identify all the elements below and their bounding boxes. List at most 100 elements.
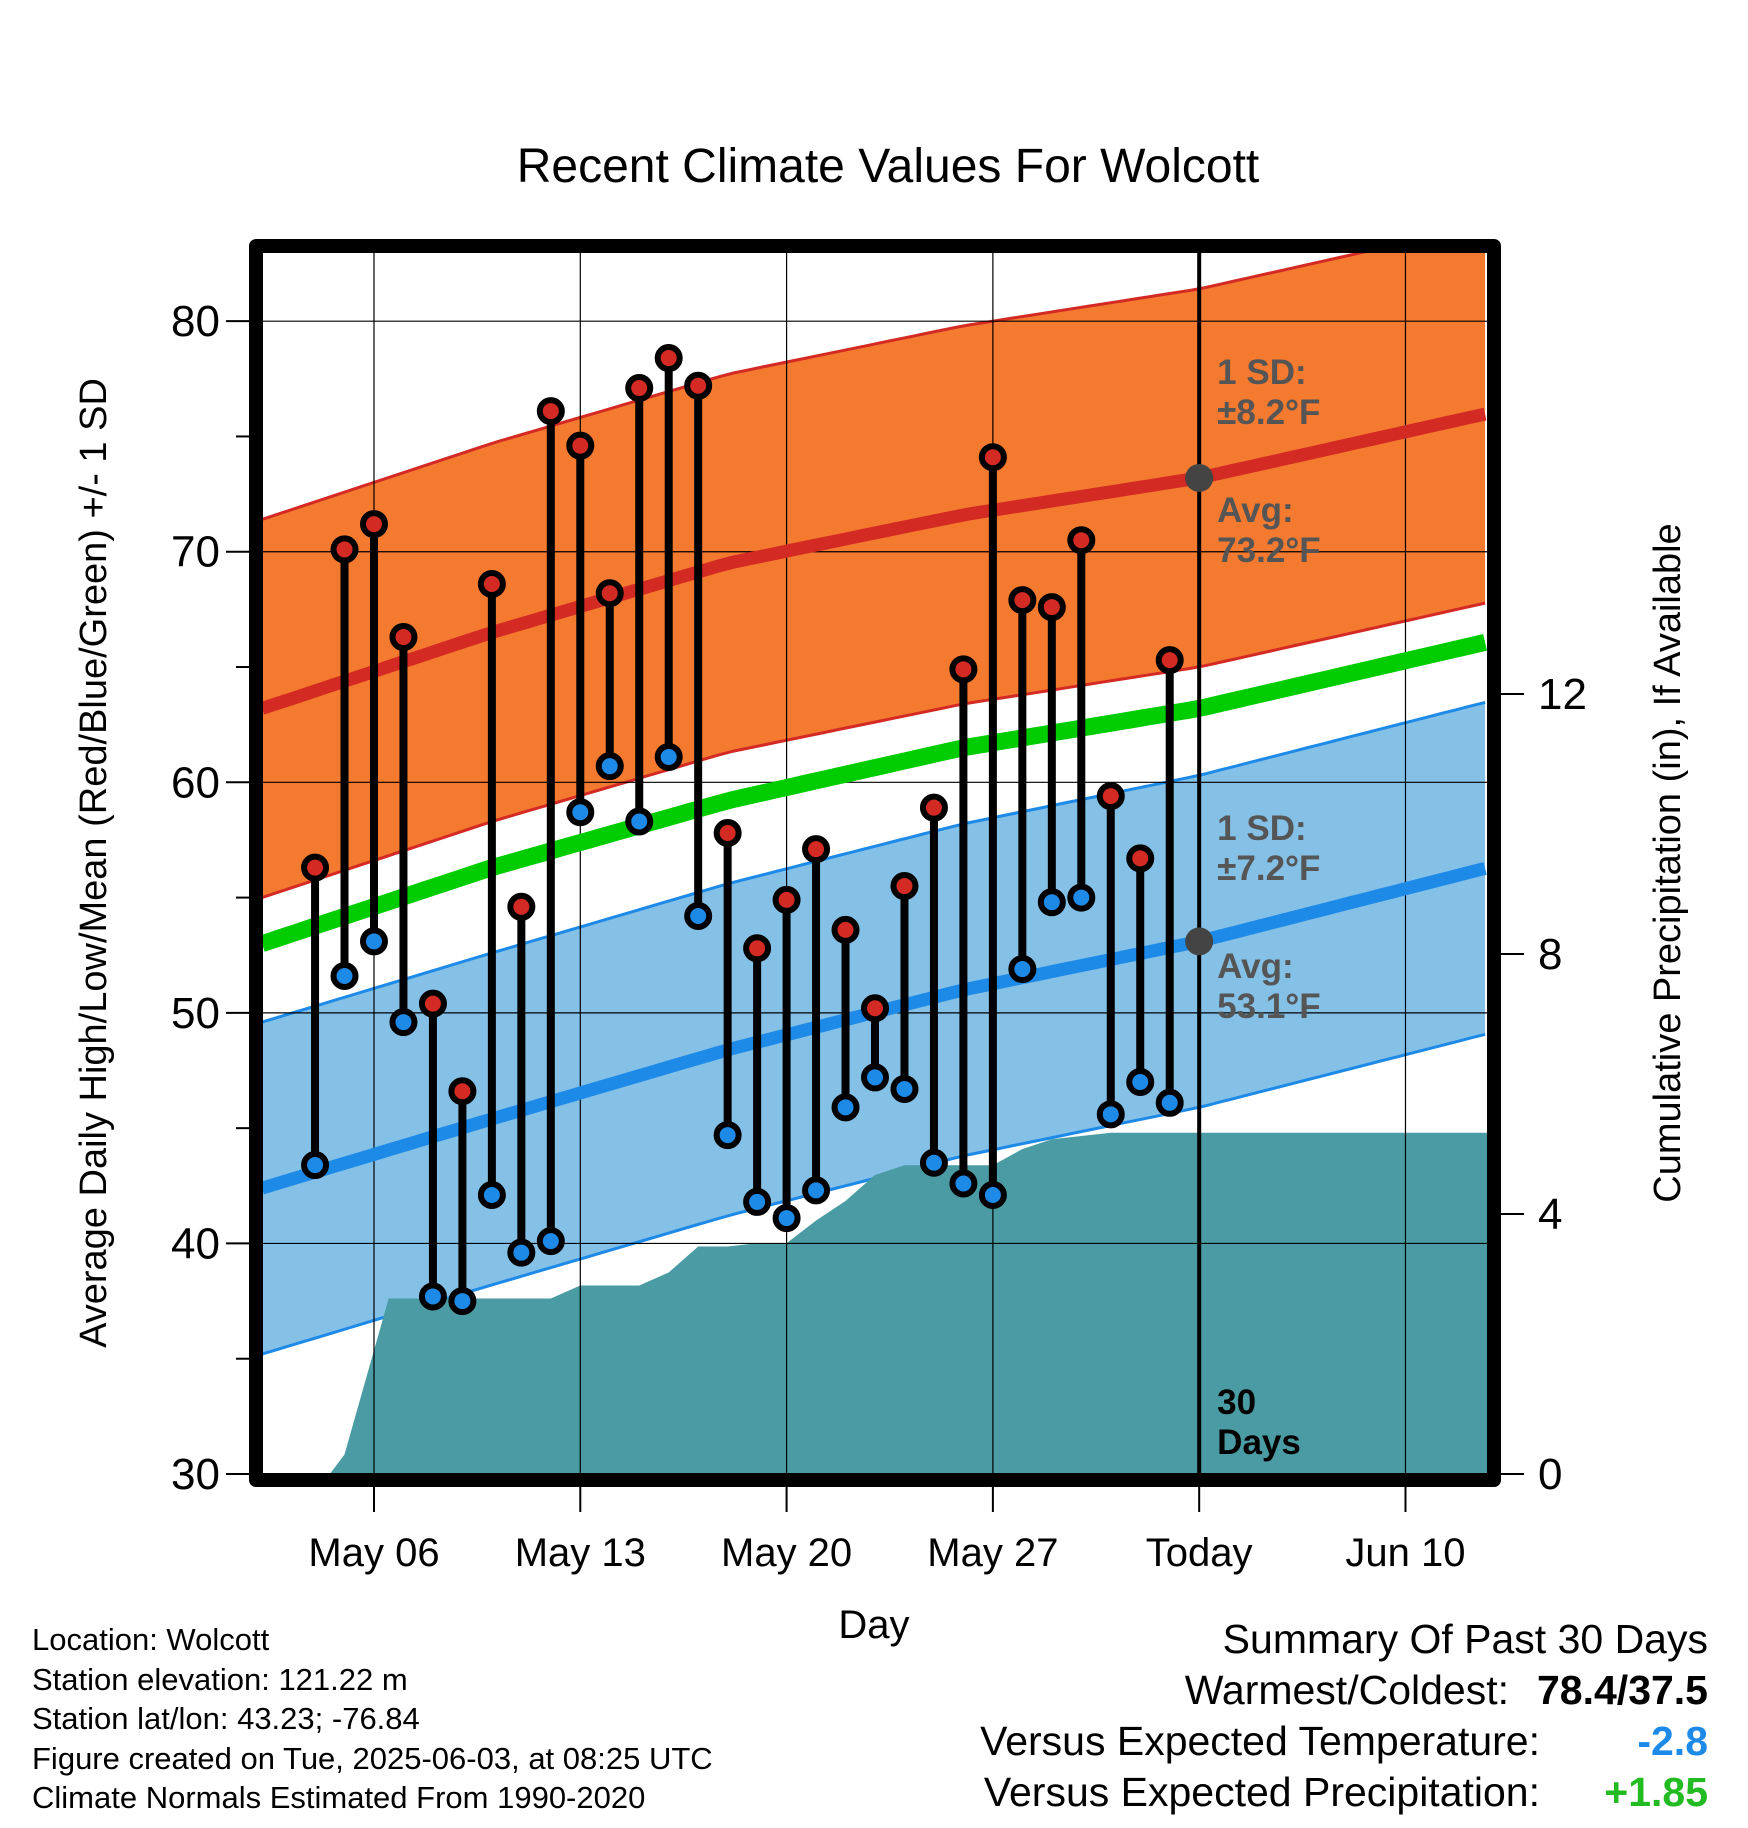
low-point — [654, 742, 683, 771]
latlon-text: Station lat/lon: 43.23; -76.84 — [32, 1701, 420, 1736]
window-unit: Days — [1217, 1423, 1301, 1462]
high-point — [1008, 586, 1037, 615]
high-point — [477, 570, 506, 599]
y-tick-label: 70 — [171, 528, 220, 577]
warmest-coldest-value: 78.4/37.5 — [1537, 1667, 1708, 1713]
low-point — [861, 1063, 889, 1092]
low-point — [743, 1187, 772, 1216]
high-point — [1096, 782, 1125, 811]
today-low-normal-marker — [1185, 927, 1214, 956]
high-point — [713, 819, 742, 848]
high-point — [536, 397, 565, 426]
x-tick-label: May 06 — [308, 1531, 439, 1575]
x-axis-title: Day — [838, 1603, 909, 1647]
low-sd-label: 1 SD: — [1217, 809, 1306, 848]
low-point — [949, 1169, 978, 1198]
today-high-normal-marker — [1185, 463, 1214, 492]
station-info: Location: Wolcott Station elevation: 121… — [32, 1620, 713, 1818]
low-band-upper-edge — [262, 700, 1486, 1024]
y-tick-label: 80 — [171, 297, 220, 346]
low-point — [1096, 1100, 1125, 1129]
low-point — [566, 798, 595, 827]
location-text: Location: Wolcott — [32, 1622, 270, 1657]
low-point — [890, 1074, 919, 1103]
low-point — [301, 1151, 330, 1180]
high-point — [1126, 844, 1155, 873]
x-tick-label: May 13 — [515, 1531, 646, 1575]
y-axis-title: Average Daily High/Low/Mean (Red/Blue/Gr… — [73, 378, 115, 1348]
low-point — [448, 1287, 477, 1316]
x-tick-label: May 27 — [927, 1531, 1058, 1575]
y2-tick-label: 4 — [1538, 1190, 1562, 1239]
plot-frame — [249, 239, 1501, 1487]
high-avg-label: Avg: — [1217, 491, 1293, 530]
high-point — [1037, 593, 1066, 622]
precip-anomaly-row: Versus Expected Precipitation: +1.85 — [980, 1767, 1708, 1818]
high-point — [831, 915, 860, 944]
high-point — [919, 793, 948, 822]
low-point — [477, 1181, 506, 1210]
high-point — [978, 443, 1007, 472]
high-point — [1155, 646, 1184, 675]
low-point — [1126, 1068, 1155, 1097]
chart-title: Recent Climate Values For Wolcott — [517, 140, 1260, 193]
low-point — [536, 1227, 565, 1256]
precip-anomaly-label: Versus Expected Precipitation: — [983, 1769, 1540, 1815]
normals-text: Climate Normals Estimated From 1990-2020 — [32, 1780, 646, 1815]
y-tick-label: 40 — [171, 1219, 220, 1268]
low-point — [330, 961, 359, 990]
high-point — [1067, 526, 1096, 555]
high-point — [772, 885, 801, 914]
low-point — [1008, 955, 1037, 984]
temp-anomaly-label: Versus Expected Temperature: — [980, 1718, 1540, 1764]
low-point — [1155, 1088, 1184, 1117]
precip-anomaly-value: +1.85 — [1604, 1769, 1708, 1815]
high-sd-band — [262, 252, 1486, 898]
y2-tick-label: 0 — [1538, 1450, 1562, 1499]
elevation-text: Station elevation: 121.22 m — [32, 1661, 408, 1697]
summary-panel: Summary Of Past 30 Days Warmest/Coldest:… — [980, 1614, 1708, 1818]
high-sd-label: 1 SD: — [1217, 353, 1306, 392]
high-mean-line — [262, 407, 1487, 715]
low-point — [418, 1282, 447, 1311]
high-point — [566, 431, 595, 460]
y2-tick-label: 12 — [1538, 670, 1587, 719]
high-band-upper-edge — [262, 252, 1371, 521]
high-point — [949, 655, 978, 684]
y2-axis-title: Cumulative Precipitation (in), If Availa… — [1647, 523, 1689, 1202]
low-point — [625, 807, 654, 836]
high-point — [507, 892, 536, 921]
y-tick-label: 50 — [171, 989, 220, 1038]
temp-anomaly-value: -2.8 — [1637, 1718, 1708, 1764]
low-point — [713, 1121, 742, 1150]
precip-area — [262, 1132, 1488, 1474]
high-point — [890, 872, 919, 901]
x-tick-label: May 20 — [721, 1531, 852, 1575]
high-point — [389, 623, 418, 652]
high-point — [301, 853, 330, 882]
low-sd-value: ±7.2°F — [1217, 849, 1320, 888]
high-point — [330, 535, 359, 564]
high-point — [684, 371, 713, 400]
low-point — [802, 1176, 831, 1205]
high-point — [595, 579, 624, 608]
low-point — [684, 902, 713, 931]
y-tick-label: 30 — [171, 1450, 220, 1499]
high-point — [802, 835, 831, 864]
high-point — [743, 934, 772, 963]
high-point — [654, 344, 683, 373]
low-point — [1037, 888, 1066, 917]
low-point — [919, 1148, 948, 1177]
low-avg-label: Avg: — [1217, 947, 1293, 986]
high-point — [448, 1077, 477, 1106]
low-avg-value: 53.1°F — [1217, 987, 1321, 1026]
created-text: Figure created on Tue, 2025-06-03, at 08… — [32, 1740, 713, 1776]
low-point — [389, 1008, 418, 1037]
warmest-coldest-row: Warmest/Coldest: 78.4/37.5 — [980, 1665, 1708, 1716]
low-point — [772, 1204, 801, 1233]
data-marks — [301, 344, 1214, 1316]
summary-title: Summary Of Past 30 Days — [1222, 1616, 1708, 1662]
plot-border — [249, 239, 1501, 1487]
